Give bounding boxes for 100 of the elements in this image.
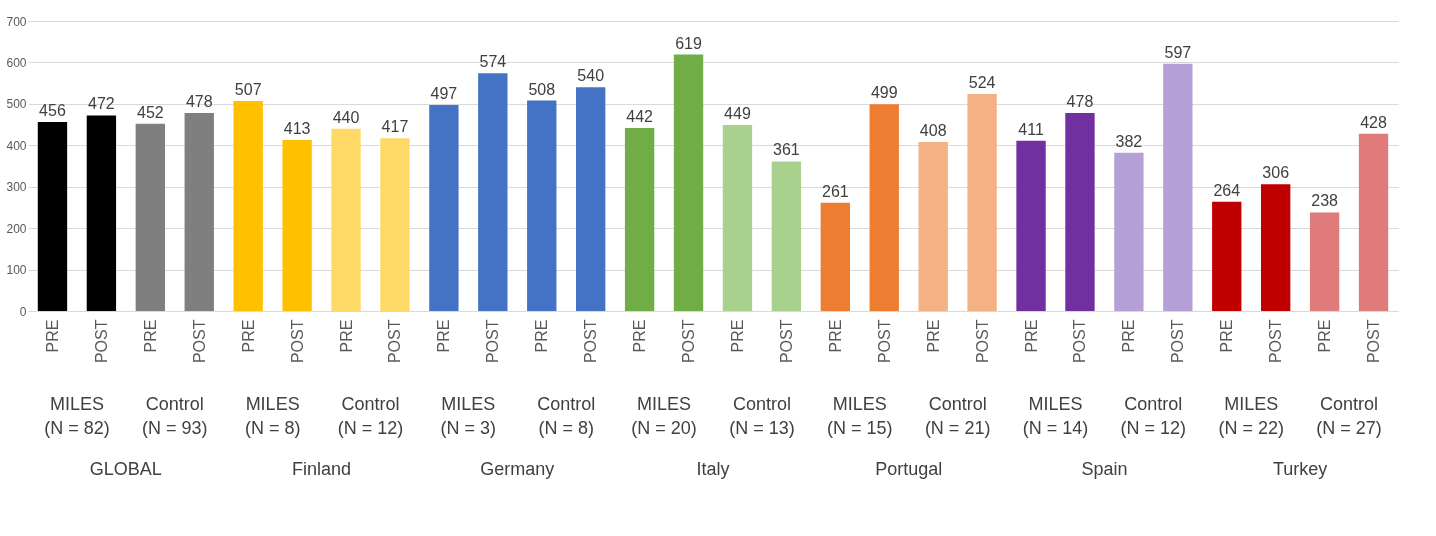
text: GLOBAL [89, 459, 162, 479]
data-label: 261 [821, 182, 849, 200]
data-label: 574 [479, 53, 507, 71]
bar [1358, 133, 1389, 311]
x-tick-label: POST [875, 319, 893, 364]
data-label: 413 [283, 119, 311, 137]
bar [673, 54, 704, 311]
bar [37, 122, 68, 311]
text: Control (N = 21) [924, 394, 991, 438]
x-tick-label: PRE [1316, 319, 1334, 353]
x-tick-label: PRE [533, 319, 551, 353]
x-tick-label: PRE [1218, 319, 1236, 353]
bar [576, 87, 606, 311]
data-label: 456 [39, 102, 66, 120]
data-label: 449 [724, 104, 751, 122]
x-tick-label: POST [190, 319, 208, 364]
text: Control (N = 12) [337, 394, 404, 438]
bar [478, 73, 508, 311]
y-tick-label: 400 [6, 138, 27, 153]
data-label: 442 [626, 107, 654, 125]
text: Finland [292, 459, 352, 479]
bar [380, 138, 410, 311]
text: MILES (N = 14) [1022, 394, 1089, 438]
y-tick-label: 300 [6, 180, 27, 195]
x-tick-label: PRE [239, 319, 257, 353]
bar [429, 105, 459, 311]
bar [1114, 152, 1144, 311]
data-label: 452 [136, 103, 164, 121]
x-tick-label: PRE [631, 319, 649, 353]
data-label: 478 [185, 92, 213, 110]
y-tick-label: 700 [6, 14, 27, 29]
bar [722, 124, 753, 311]
x-tick-label: PRE [435, 319, 453, 353]
data-label: 428 [1360, 113, 1387, 131]
text: MILES (N = 82) [44, 394, 110, 438]
x-tick-label: PRE [43, 319, 61, 353]
text: Control (N = 8) [537, 394, 596, 438]
data-label: 411 [1018, 120, 1044, 138]
text: MILES (N = 3) [440, 394, 497, 438]
x-tick-label: POST [1169, 319, 1187, 364]
y-tick-label: 0 [19, 304, 27, 319]
x-tick-label: PRE [1120, 319, 1138, 353]
text: MILES (N = 15) [827, 394, 893, 438]
x-tick-label: POST [386, 319, 404, 364]
x-tick-label: PRE [826, 319, 844, 353]
x-tick-label: POST [777, 319, 795, 364]
data-label: 361 [773, 141, 800, 159]
text: Control (N = 12) [1120, 394, 1187, 438]
data-label: 382 [1115, 132, 1143, 150]
data-label: 524 [968, 73, 996, 91]
bar [918, 141, 948, 311]
x-tick-label: POST [288, 319, 306, 364]
text: Portugal [875, 459, 943, 479]
bar [820, 202, 850, 311]
x-tick-label: POST [92, 319, 110, 364]
data-label: 597 [1164, 43, 1192, 61]
text: MILES (N = 22) [1218, 394, 1284, 438]
bar [869, 104, 899, 311]
data-label: 478 [1066, 92, 1094, 110]
bar [1212, 201, 1242, 311]
data-label: 507 [234, 80, 262, 98]
data-label: 619 [675, 34, 702, 52]
bar [1163, 63, 1193, 311]
bar [527, 100, 557, 311]
y-tick-label: 100 [6, 263, 27, 278]
x-tick-label: PRE [141, 319, 159, 353]
x-tick-label: PRE [1022, 319, 1040, 353]
x-tick-label: POST [582, 319, 600, 364]
x-tick-label: PRE [337, 319, 355, 353]
y-tick-label: 200 [6, 221, 27, 236]
data-label: 306 [1262, 164, 1290, 182]
x-tick-label: POST [1365, 319, 1383, 364]
text: Germany [480, 459, 555, 479]
data-label: 497 [430, 85, 458, 103]
bar [1309, 212, 1340, 311]
x-tick-label: POST [680, 319, 698, 364]
bar [86, 115, 117, 311]
data-label: 417 [381, 118, 409, 136]
bar [1261, 184, 1291, 311]
data-label: 238 [1311, 192, 1339, 210]
text: Control (N = 93) [142, 394, 208, 438]
x-tick-label: POST [1071, 319, 1089, 364]
text: MILES (N = 8) [244, 394, 301, 438]
y-tick-label: 600 [6, 55, 27, 70]
bar [1065, 112, 1095, 311]
text: Italy [696, 459, 730, 479]
data-label: 440 [332, 108, 360, 126]
bar [967, 93, 997, 311]
x-tick-label: PRE [728, 319, 746, 353]
text: Spain [1081, 459, 1128, 479]
bar [233, 100, 263, 311]
text: MILES (N = 20) [631, 394, 697, 438]
data-label: 472 [88, 95, 115, 113]
text: Control (N = 13) [729, 394, 795, 438]
bar [282, 139, 312, 311]
data-label: 408 [919, 121, 947, 139]
y-tick-label: 500 [6, 97, 27, 112]
x-tick-label: POST [973, 319, 991, 364]
text: Turkey [1272, 459, 1328, 479]
data-label: 264 [1213, 181, 1241, 199]
